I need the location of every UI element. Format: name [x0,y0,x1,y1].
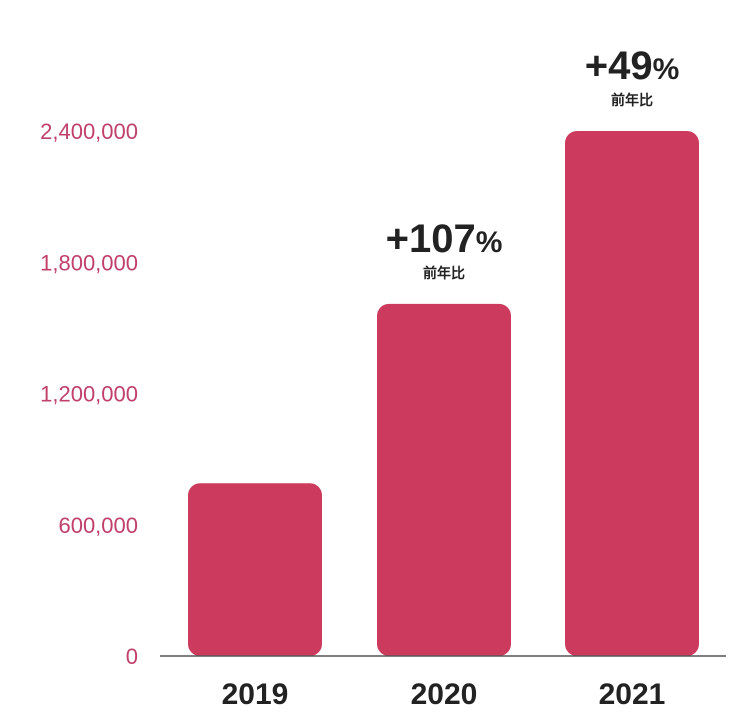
growth-number: +107 [386,217,476,261]
bar-2020 [377,303,511,656]
growth-caption: 前年比 [611,92,653,109]
y-tick-label: 1,200,000 [40,382,138,407]
x-axis: 2019 2020 2021 [222,678,666,711]
growth-percent-sign: % [476,226,503,259]
x-tick-label: 2019 [222,678,289,711]
y-tick-label: 0 [126,644,138,669]
y-tick-label: 1,800,000 [40,250,138,275]
x-tick-label: 2020 [411,678,478,711]
bar-2019 [188,483,322,656]
bars [188,131,699,656]
growth-annotation: +49%前年比 [585,44,680,109]
growth-percent-sign: % [653,53,680,86]
growth-annotation: +107% 前年比 [386,217,503,282]
growth-number: +49 [585,44,653,88]
y-tick-label: 600,000 [58,513,138,538]
y-tick-label: 2,400,000 [40,119,138,144]
growth-caption: 前年比 [423,265,465,282]
bar-2021 [565,131,699,656]
growth-value: +49% [585,44,680,88]
growth-value: +107% [386,217,503,261]
y-axis: 0 600,000 1,200,000 1,800,000 2,400,000 [40,119,138,669]
growth-annotations: +107%前年比+49%前年比 [386,44,680,282]
x-tick-label: 2021 [599,678,666,711]
